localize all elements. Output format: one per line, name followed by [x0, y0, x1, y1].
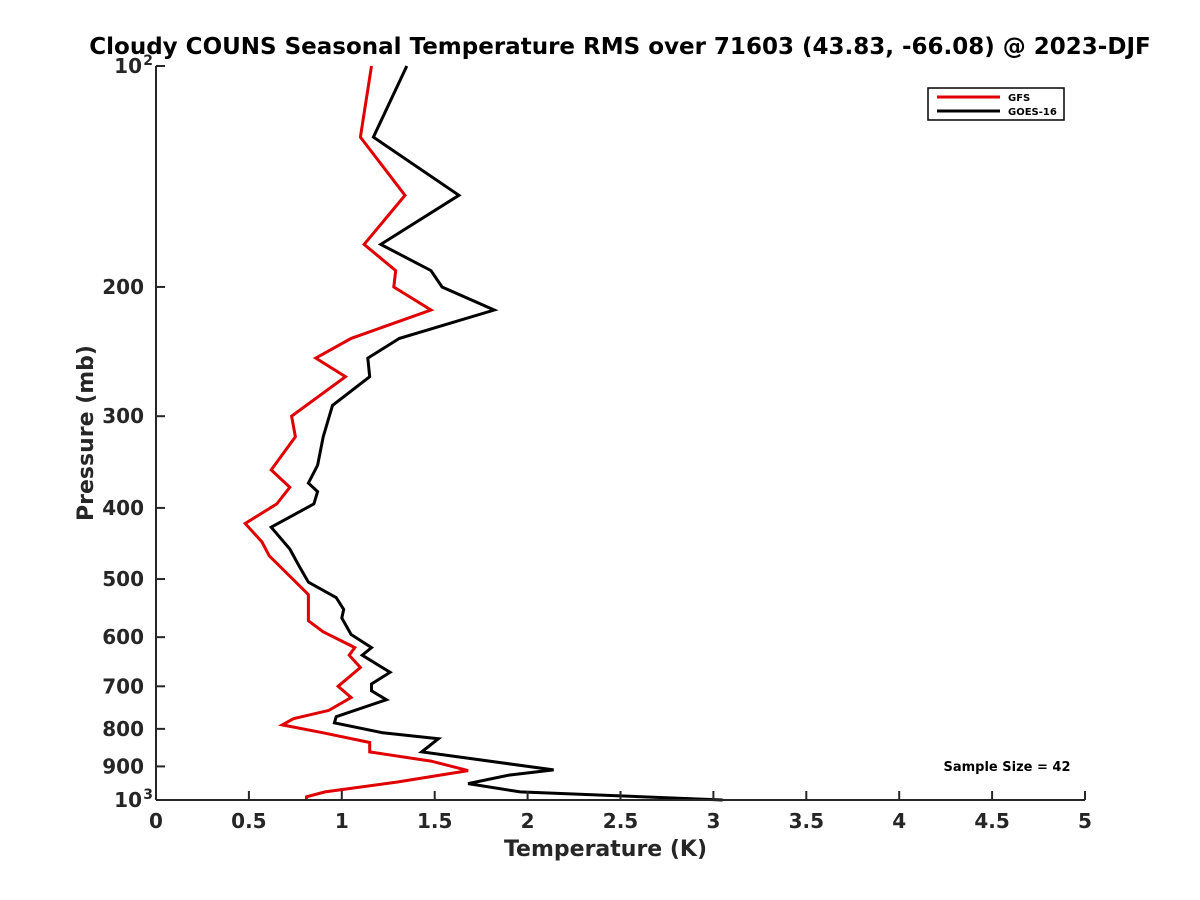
- series-layer: [242, 65, 723, 802]
- y-tick-label: 400: [102, 496, 144, 520]
- series-line-goes-16: [268, 65, 723, 802]
- y-tick-label: 10: [114, 788, 142, 812]
- y-tick-label-exponent: 2: [143, 53, 153, 69]
- x-tick-label: 2.5: [603, 809, 638, 833]
- x-tick-label: 1: [335, 809, 349, 833]
- x-tick-label: 3.5: [789, 809, 824, 833]
- y-tick-label: 500: [102, 567, 144, 591]
- y-tick-label-exponent: 3: [143, 787, 153, 803]
- legend-label: GOES-16: [1008, 107, 1057, 118]
- x-tick-label: 0.5: [231, 809, 266, 833]
- x-tick-label: 1.5: [417, 809, 452, 833]
- chart-title: Cloudy COUNS Seasonal Temperature RMS ov…: [89, 34, 1150, 60]
- y-tick-label: 700: [102, 674, 144, 698]
- series-line-gfs: [242, 65, 469, 800]
- x-tick-label: 3: [706, 809, 720, 833]
- x-tick-label: 4.5: [974, 809, 1009, 833]
- x-tick-label: 0: [149, 809, 163, 833]
- y-tick-label: 900: [102, 754, 144, 778]
- legend: GFS GOES-16: [927, 87, 1065, 121]
- axes-layer: 0 0.5 1 1.5 2 2.5 3 3.5 4 4.5 510 22003004005006007…: [102, 53, 1092, 833]
- y-tick-label: 300: [102, 404, 144, 428]
- y-tick-label: 200: [102, 275, 144, 299]
- x-tick-label: 5: [1078, 809, 1092, 833]
- y-tick-label: 600: [102, 625, 144, 649]
- y-tick-label: 10: [114, 54, 142, 78]
- legend-label: GFS: [1008, 93, 1030, 104]
- y-tick-label: 800: [102, 717, 144, 741]
- x-axis-title: Temperature (K): [504, 837, 707, 862]
- y-axis-title: Pressure (mb): [74, 345, 99, 521]
- x-tick-label: 2: [521, 809, 535, 833]
- x-tick-label: 4: [892, 809, 906, 833]
- sample-size-annotation: Sample Size = 42: [943, 760, 1070, 775]
- legend-box: [927, 87, 1065, 121]
